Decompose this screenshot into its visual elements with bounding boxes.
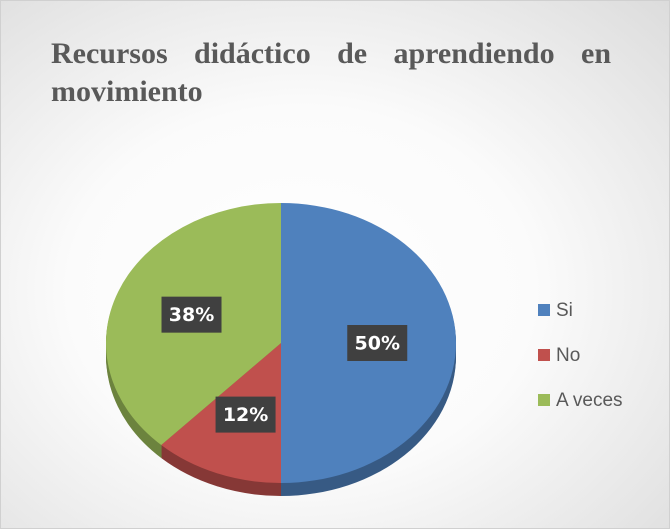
legend-swatch <box>538 394 550 406</box>
data-label-box <box>347 325 408 361</box>
legend-swatch <box>538 349 550 361</box>
data-label-box <box>215 396 276 433</box>
legend-label: Si <box>556 300 573 321</box>
legend-swatch <box>538 304 550 316</box>
data-label: 50% <box>355 333 400 355</box>
data-label-box <box>161 296 222 333</box>
chart-title: Recursos didáctico de aprendiendo en mov… <box>51 37 611 108</box>
data-label: 12% <box>223 404 268 426</box>
legend-label: A veces <box>556 390 623 411</box>
legend-label: No <box>556 345 580 366</box>
data-label: 38% <box>169 304 214 326</box>
